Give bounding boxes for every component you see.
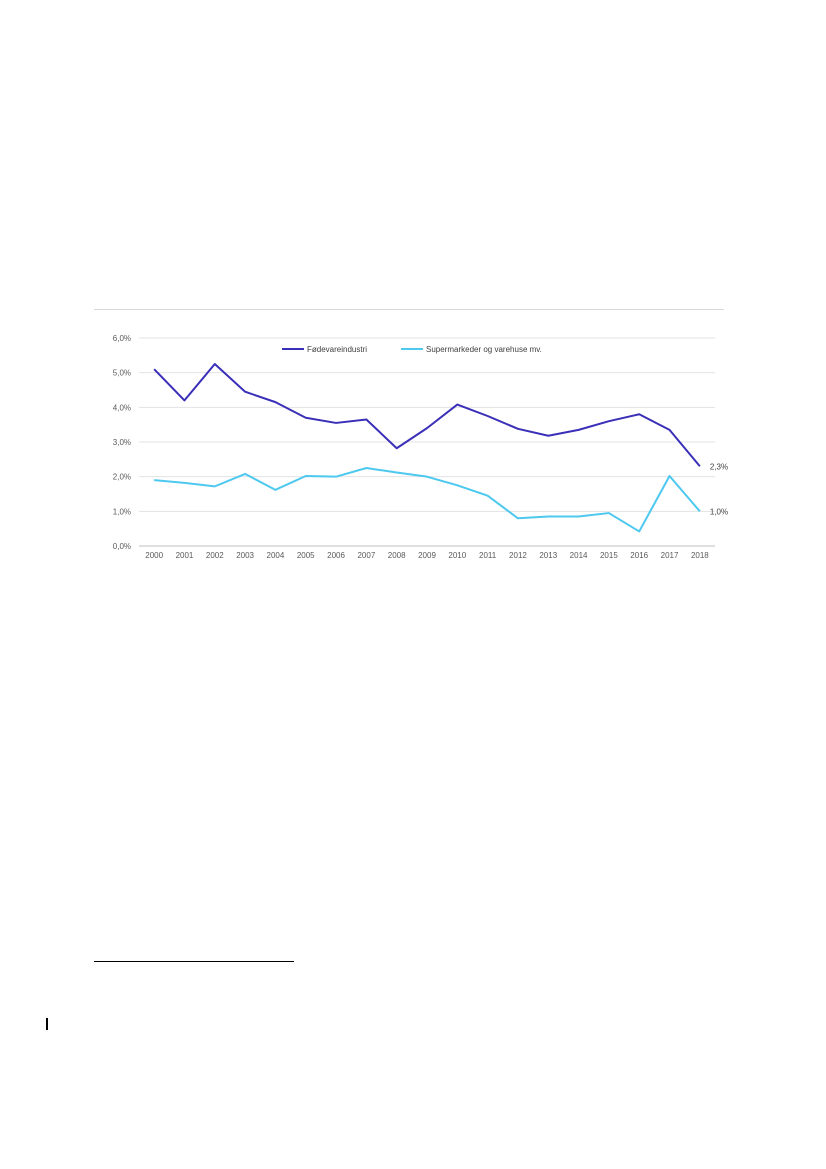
y-tick-label: 0,0% <box>113 542 131 551</box>
footnote-rule <box>94 961 294 962</box>
y-axis-ticks: 0,0% 1,0% 2,0% 3,0% 4,0% 5,0% 6,0% <box>113 334 131 551</box>
end-label-1: 1,0% <box>710 507 728 516</box>
series-line-1 <box>154 467 701 533</box>
x-axis-ticks: 2000 2001 2002 2003 2004 2005 2006 2007 2008 2009… <box>145 551 709 560</box>
y-tick-label: 2,0% <box>113 473 131 482</box>
end-labels: 2,3% 1,0% <box>710 462 728 516</box>
y-tick-label: 5,0% <box>113 369 131 378</box>
x-tick-label: 2002 <box>206 551 224 560</box>
x-tick-label: 2017 <box>661 551 679 560</box>
x-tick-label: 2011 <box>479 551 497 560</box>
end-label-0: 2,3% <box>710 462 728 471</box>
x-tick-label: 2016 <box>630 551 648 560</box>
x-tick-label: 2009 <box>418 551 436 560</box>
series-lines <box>153 363 701 533</box>
gridlines <box>139 337 715 547</box>
y-tick-label: 6,0% <box>113 334 131 343</box>
x-tick-label: 2018 <box>691 551 709 560</box>
x-tick-label: 2001 <box>176 551 194 560</box>
y-tick-label: 4,0% <box>113 403 131 412</box>
margin-marker <box>46 1018 48 1030</box>
x-tick-label: 2013 <box>539 551 557 560</box>
y-tick-label: 1,0% <box>113 507 131 516</box>
x-tick-label: 2014 <box>570 551 588 560</box>
x-tick-label: 2007 <box>357 551 375 560</box>
x-tick-label: 2000 <box>145 551 163 560</box>
legend: Fødevareindustri Supermarkeder og varehus… <box>282 345 542 354</box>
series-line-0 <box>153 363 701 467</box>
chart-top-rule <box>94 309 724 310</box>
x-tick-label: 2003 <box>236 551 254 560</box>
y-tick-label: 3,0% <box>113 438 131 447</box>
x-tick-label: 2006 <box>327 551 345 560</box>
x-tick-label: 2012 <box>509 551 527 560</box>
legend-label-1: Supermarkeder og varehuse mv. <box>426 345 542 354</box>
x-tick-label: 2005 <box>297 551 315 560</box>
x-tick-label: 2015 <box>600 551 618 560</box>
x-tick-label: 2004 <box>267 551 285 560</box>
line-chart: 0,0%1,0%2,0%3,0%4,0%5,0%6,0% 2000 2001 200… <box>113 334 728 560</box>
x-tick-label: 2010 <box>448 551 466 560</box>
legend-label-0: Fødevareindustri <box>307 345 367 354</box>
x-tick-label: 2008 <box>388 551 406 560</box>
